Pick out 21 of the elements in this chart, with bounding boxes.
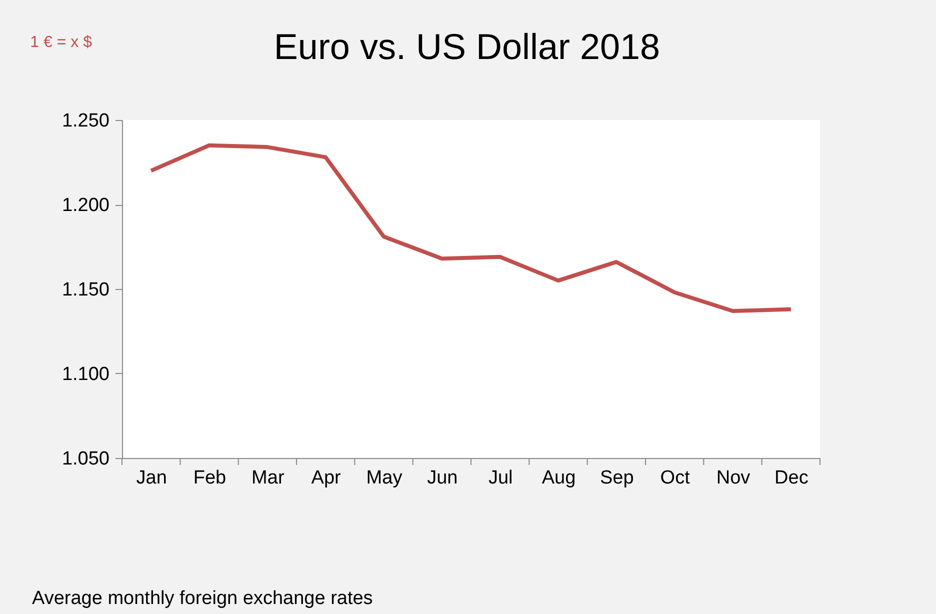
- x-tick-label: Aug: [542, 468, 576, 488]
- y-tick-label: 1.250: [62, 110, 110, 132]
- x-tick-label: Sep: [600, 468, 634, 488]
- y-tick-label: 1.050: [62, 448, 110, 470]
- x-tick-label: Feb: [193, 468, 226, 488]
- y-tick-label: 1.150: [62, 280, 110, 300]
- x-tick-label: Jul: [488, 468, 513, 488]
- line-series: [149, 143, 793, 313]
- x-tick-label: May: [366, 468, 403, 488]
- x-tick-label: Oct: [660, 468, 691, 488]
- x-tick-label: Mar: [252, 468, 285, 488]
- y-tick-label: 1.100: [62, 364, 110, 385]
- text: 1 € = x $: [30, 34, 92, 51]
- x-tick-label: Apr: [311, 468, 342, 488]
- y-tick-label: 1.200: [62, 195, 110, 216]
- x-tick-label: Nov: [716, 468, 751, 488]
- x-tick-label: Dec: [774, 468, 808, 488]
- text: Average monthly foreign exchange rates: [32, 588, 373, 609]
- chart-title: Euro vs. US Dollar 2018: [274, 26, 660, 67]
- x-tick-label: Jun: [427, 468, 458, 488]
- x-tick-label: Jan: [136, 468, 167, 488]
